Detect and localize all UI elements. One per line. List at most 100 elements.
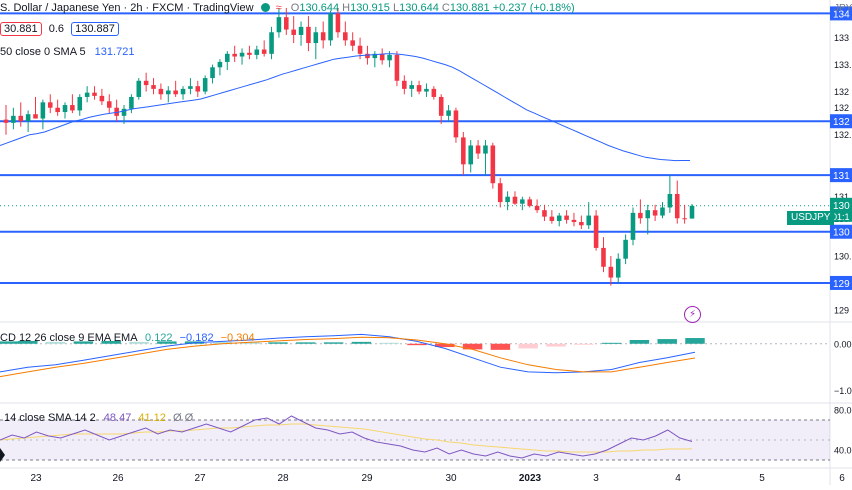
buy-button[interactable]: 130.887	[71, 22, 119, 36]
candle	[210, 64, 215, 84]
candle-body	[55, 107, 60, 113]
level-price-tag-text: 132	[833, 117, 850, 128]
candle	[291, 16, 296, 44]
candle-body	[689, 205, 695, 219]
rsi-tick-label: 40.0	[834, 446, 852, 456]
candle-body	[11, 115, 16, 123]
candle-body	[106, 101, 112, 108]
candle	[556, 212, 562, 227]
candle	[11, 107, 16, 130]
macd-signal-value: −0.304	[220, 332, 255, 344]
candle	[298, 21, 304, 46]
candle	[549, 210, 555, 224]
y-tick-label: 133	[834, 33, 849, 43]
candle	[47, 94, 53, 114]
candle-body	[320, 32, 326, 41]
candle-body	[165, 90, 171, 95]
candle-body	[202, 78, 208, 92]
macd-hist-bar	[462, 343, 483, 350]
close-label: C	[441, 2, 450, 14]
x-tick-label: 5	[759, 473, 765, 484]
candle	[564, 210, 569, 224]
x-tick-label: 2023	[519, 473, 542, 484]
candle	[276, 8, 282, 38]
candle-body	[180, 88, 186, 95]
candle	[18, 102, 24, 127]
candle-body	[210, 67, 215, 79]
candles	[3, 8, 695, 286]
candle	[173, 80, 178, 97]
open-label: O	[290, 2, 300, 14]
candle	[3, 105, 9, 135]
macd-hist-bar	[518, 343, 538, 349]
rsi-line	[0, 415, 693, 459]
symbol-title[interactable]: S. Dollar / Japanese Yen · 2h · FXCM · T…	[0, 2, 254, 14]
macd-legend[interactable]: CD 12 26 close 9 EMA EMA 0.122 −0.182 −0…	[0, 332, 255, 344]
candle	[402, 75, 407, 95]
candle-body	[542, 210, 547, 217]
macd-hist-bar	[212, 341, 233, 344]
candle-body	[47, 102, 53, 108]
candle	[372, 51, 378, 68]
high-label: H	[342, 2, 351, 14]
candle-body	[387, 54, 392, 61]
macd-hist-bar	[685, 338, 705, 344]
candle-body	[114, 107, 119, 116]
candle-body	[143, 80, 149, 86]
x-tick-label: 29	[361, 473, 373, 484]
candle	[99, 88, 105, 106]
rsi-legend[interactable]: 14 close SMA 14 2 48.47 41.12 Ø Ø	[4, 412, 193, 424]
candle-body	[601, 247, 606, 267]
level-price-tag-text: 130	[833, 228, 850, 239]
replay-icon[interactable]: ≈	[275, 2, 282, 14]
candle-body	[276, 17, 282, 33]
macd-hist-bar	[101, 340, 121, 344]
macd-hist-bar	[18, 340, 38, 344]
low-label: L	[392, 2, 400, 14]
macd-hist-bar	[407, 343, 427, 346]
candle-body	[254, 49, 260, 55]
candle	[129, 94, 134, 114]
candle-body	[84, 92, 90, 97]
currency-label: JPY	[834, 3, 852, 14]
candle	[343, 21, 348, 46]
candle	[151, 78, 156, 95]
candle	[136, 78, 142, 100]
candle-body	[674, 194, 680, 219]
candle	[188, 78, 193, 95]
candle	[601, 237, 606, 273]
candle-body	[416, 85, 422, 92]
candle-body	[490, 145, 496, 184]
macd-hist-bar	[73, 341, 94, 344]
macd-pane	[0, 333, 830, 378]
y-tick-label: 132	[834, 87, 849, 97]
candle-body	[593, 215, 599, 248]
y-tick-label: 129	[834, 305, 849, 315]
candle	[92, 86, 97, 100]
candle-body	[269, 32, 274, 54]
candle-body	[99, 95, 105, 102]
candle	[571, 212, 577, 227]
countdown-text: 01:1	[832, 212, 850, 222]
candle-body	[556, 215, 562, 221]
candle	[55, 99, 60, 116]
sell-button[interactable]: 30.881	[0, 22, 42, 36]
candle-body	[630, 212, 636, 240]
candle-body	[92, 92, 97, 96]
sma-legend[interactable]: 50 close 0 SMA 5 131.721	[0, 46, 134, 58]
macd-label: CD 12 26 close 9 EMA EMA	[0, 332, 137, 344]
candle-body	[453, 110, 459, 138]
candle-body	[379, 53, 385, 61]
x-tick-label: 23	[30, 473, 42, 484]
lightning-icon[interactable]: ⚡	[684, 306, 701, 323]
candle-body	[313, 32, 319, 44]
candle-body	[232, 53, 237, 57]
rsi-ma-line	[0, 423, 693, 453]
candle	[586, 202, 592, 230]
level-price-tag-text: 134	[833, 9, 850, 20]
x-tick-label: 28	[277, 473, 289, 484]
candle	[320, 21, 326, 49]
candle	[217, 59, 223, 76]
